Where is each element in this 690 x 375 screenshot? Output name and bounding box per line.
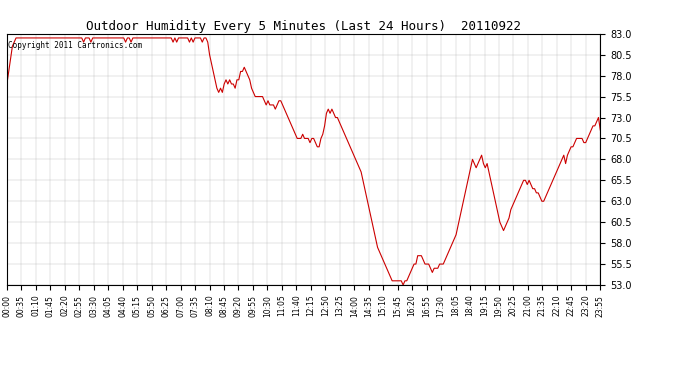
Title: Outdoor Humidity Every 5 Minutes (Last 24 Hours)  20110922: Outdoor Humidity Every 5 Minutes (Last 2… bbox=[86, 20, 521, 33]
Text: Copyright 2011 Cartronics.com: Copyright 2011 Cartronics.com bbox=[8, 41, 142, 50]
